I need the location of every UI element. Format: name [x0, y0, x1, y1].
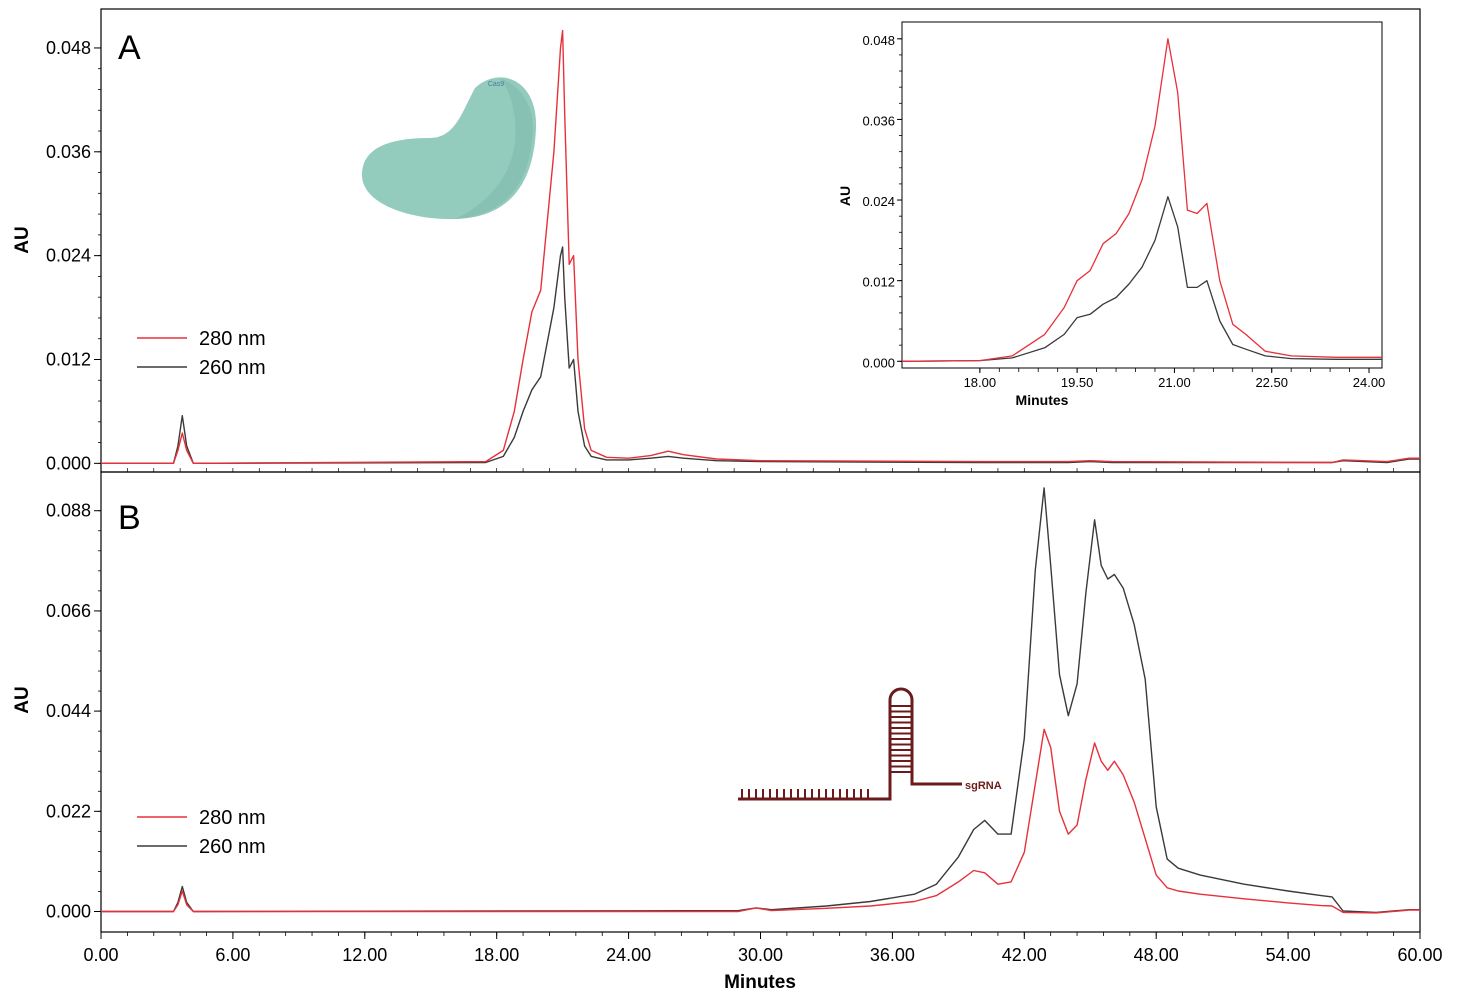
inset-series-line-1: [901, 196, 1382, 362]
sgrna-label: sgRNA: [965, 780, 1002, 792]
cas9-label: Cas9: [488, 81, 504, 88]
panel-a-y-tick-label-1: 0.012: [46, 349, 91, 369]
panel-b-y-tick-label-3: 0.066: [46, 601, 91, 621]
panel-b-y-tick-label-1: 0.022: [46, 801, 91, 821]
panel-a-series-line-0: [101, 29, 1420, 464]
panel-a-legend-label-1: 260 nm: [199, 357, 266, 379]
panel-b-series-line-1: [101, 487, 1420, 914]
x-axis-title: Minutes: [724, 972, 796, 993]
panel-a-letter: A: [118, 29, 141, 67]
inset-y-tick-label-2: 0.024: [862, 194, 895, 209]
panel-b-x-tick-label-9: 54.00: [1266, 945, 1311, 965]
inset-x-tick-label-3: 22.50: [1255, 375, 1288, 390]
panel-b-x-tick-label-5: 30.00: [738, 945, 783, 965]
panel-b-y-tick-label-2: 0.044: [46, 701, 91, 721]
panel-b: 0.000 0.022 0.044 0.066 0.088 0.00 6.00 12.00 18…: [46, 487, 1443, 965]
sgrna-icon: sgRNA: [738, 687, 1002, 801]
cas9-protein-icon: Cas9: [362, 77, 537, 220]
panel-a-y-tick-label-3: 0.036: [46, 142, 91, 162]
panel-a-inset: 0.000 0.012 0.024 0.036 0.048 18.00 19.50 21.00…: [837, 21, 1386, 408]
inset-x-tick-label-1: 19.50: [1061, 375, 1094, 390]
panel-a-legend-label-0: 280 nm: [199, 328, 266, 350]
panel-a-y-tick-label-0: 0.000: [46, 453, 91, 473]
inset-y-tick-label-0: 0.000: [862, 355, 895, 370]
panel-b-x-tick-label-4: 24.00: [606, 945, 651, 965]
panel-b-series-line-0: [101, 728, 1420, 914]
panel-a-series-line-1: [101, 246, 1420, 464]
panel-b-letter: B: [118, 499, 141, 537]
inset-x-tick-label-4: 24.00: [1353, 375, 1386, 390]
panel-a-y-tick-label-2: 0.024: [46, 246, 91, 266]
panel-b-x-tick-label-6: 36.00: [870, 945, 915, 965]
inset-y-axis-title: AU: [837, 186, 853, 206]
inset-y-tick-label-1: 0.012: [862, 275, 895, 290]
inset-frame: [901, 21, 1383, 369]
panel-b-x-tick-label-8: 48.00: [1134, 945, 1179, 965]
inset-y-tick-label-4: 0.048: [862, 33, 895, 48]
panel-b-frame: [100, 471, 1421, 933]
panel-b-y-tick-label-4: 0.088: [46, 501, 91, 521]
panel-b-legend-label-1: 260 nm: [199, 836, 266, 858]
panel-b-x-tick-label-7: 42.00: [1002, 945, 1047, 965]
panel-b-legend-label-0: 280 nm: [199, 807, 266, 829]
panel-b-x-tick-label-1: 6.00: [215, 945, 250, 965]
panel-a: 0.000 0.012 0.024 0.036 0.048 280 nm 260 nm 0.0…: [46, 21, 1420, 473]
inset-x-axis-title: Minutes: [1016, 392, 1069, 408]
panel-b-y-axis-title: AU: [12, 686, 33, 713]
inset-y-tick-label-3: 0.036: [862, 113, 895, 128]
panel-a-y-tick-label-4: 0.048: [46, 38, 91, 58]
panel-b-x-tick-label-0: 0.00: [83, 945, 118, 965]
inset-x-tick-label-2: 21.00: [1158, 375, 1191, 390]
panel-b-x-tick-label-3: 18.00: [474, 945, 519, 965]
inset-x-tick-label-0: 18.00: [964, 375, 997, 390]
panel-a-y-axis-title: AU: [12, 226, 33, 253]
panel-b-x-tick-label-10: 60.00: [1397, 945, 1442, 965]
inset-series-line-0: [901, 38, 1382, 362]
panel-b-y-tick-label-0: 0.000: [46, 902, 91, 922]
panel-b-x-tick-label-2: 12.00: [342, 945, 387, 965]
